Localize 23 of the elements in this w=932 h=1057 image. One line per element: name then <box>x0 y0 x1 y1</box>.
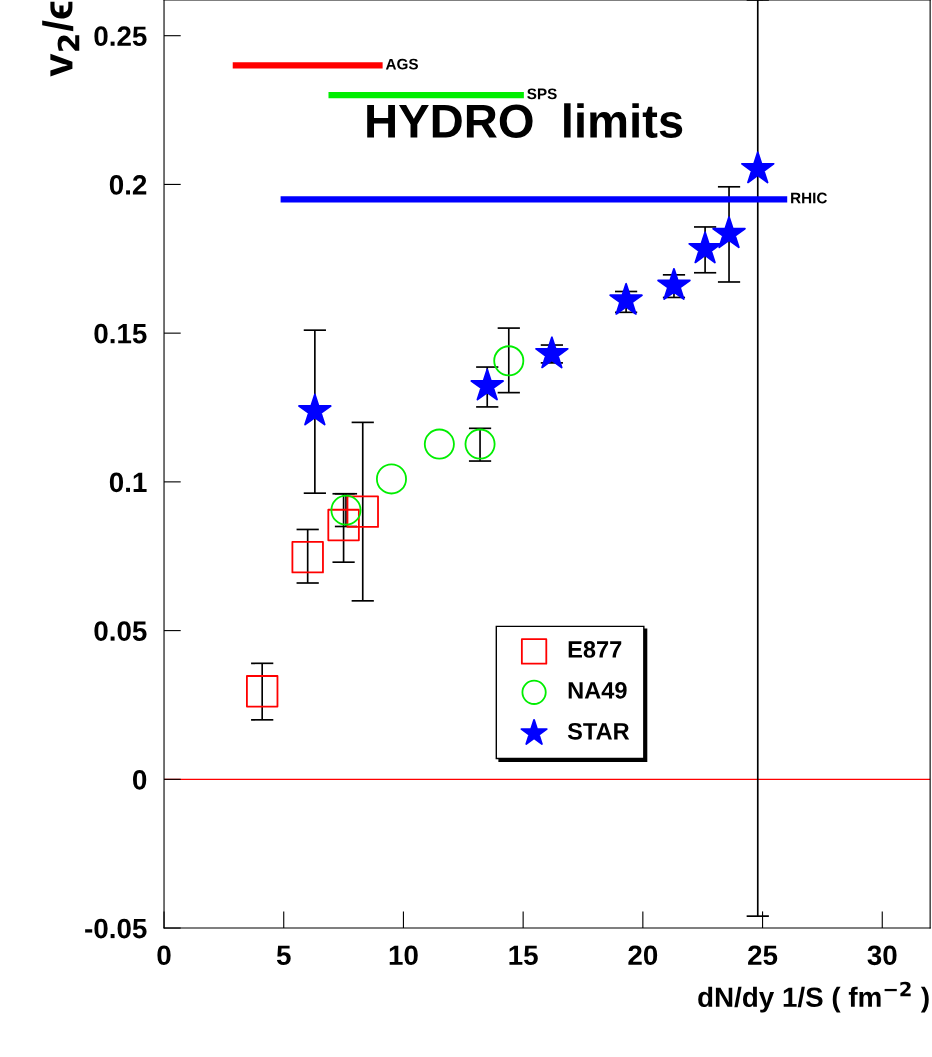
x-tick-label: 20 <box>628 945 658 966</box>
y-tick-label: 0.1 <box>109 472 147 493</box>
x-tick-label: 25 <box>748 945 778 966</box>
legend-label: STAR <box>567 722 630 740</box>
legend-label: NA49 <box>568 682 627 699</box>
x-tick-label: 15 <box>509 945 538 966</box>
x-tick-label: 30 <box>867 945 897 966</box>
x-tick-label: 0 <box>157 945 171 966</box>
y-axis-title: v$_{2}$/ϵ <box>42 1 80 77</box>
y-tick-label: 0.15 <box>94 323 147 344</box>
x-tick-label: 10 <box>389 945 418 966</box>
y-tick-label: 0.25 <box>94 26 147 47</box>
x-axis-title: dN/dy 1/S ( fm$^{−2}$ ) <box>698 981 929 1013</box>
series-label: SPS <box>527 88 557 100</box>
y-tick-label: 0 <box>133 769 147 790</box>
x-tick-label: 5 <box>276 945 291 966</box>
legend-label: E877 <box>568 641 622 658</box>
annotation: HYDRO limits <box>367 103 683 138</box>
y-tick-label: 0.2 <box>109 175 147 195</box>
series-label: AGS <box>385 58 418 70</box>
y-tick-label: 0.05 <box>94 621 147 641</box>
y-tick-label: -0.05 <box>85 918 147 939</box>
series-label: RHIC <box>791 192 828 204</box>
